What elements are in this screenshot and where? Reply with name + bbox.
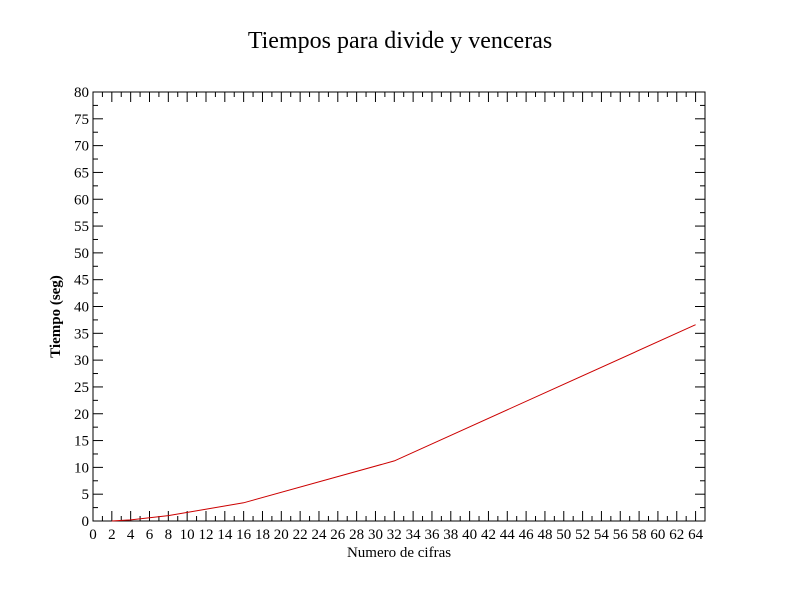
x-tick-label: 14 [217,527,233,543]
x-tick-label: 40 [462,527,477,543]
y-tick-label: 60 [74,192,89,208]
x-tick-label: 2 [108,527,116,543]
y-tick-label: 20 [74,407,89,423]
chart-title: Tiempos para divide y venceras [247,28,553,54]
x-tick-label: 20 [274,527,289,543]
x-tick-label: 4 [127,527,135,543]
y-tick-label: 15 [74,434,89,450]
y-tick-label: 65 [74,165,89,181]
y-tick-labels: 0 5 10 15 20 25 30 35 40 45 50 55 60 65 70 75 80 [74,85,89,530]
y-tick-label: 5 [82,487,90,503]
x-tick-label: 34 [406,527,422,543]
x-tick-label: 36 [424,527,440,543]
plot-frame [92,91,706,522]
x-tick-label: 0 [89,527,97,543]
y-tick-label: 10 [74,460,89,476]
x-tick-label: 44 [500,527,516,543]
x-tick-label: 46 [519,527,535,543]
x-tick-label: 42 [481,527,496,543]
x-tick-label: 16 [236,527,252,543]
y-tick-label: 35 [74,326,89,342]
x-tick-label: 56 [613,527,629,543]
x-tick-label: 12 [198,527,213,543]
x-tick-label: 6 [146,527,154,543]
y-tick-label: 50 [74,246,89,262]
y-tick-label: 75 [74,112,89,128]
x-tick-label: 30 [368,527,383,543]
x-tick-label: 8 [165,527,173,543]
y-tick-label: 70 [74,139,89,155]
axis-ticks [92,91,706,522]
x-tick-label: 26 [330,527,346,543]
y-tick-label: 45 [74,273,89,289]
x-tick-label: 48 [537,527,552,543]
y-tick-label: 0 [82,514,90,530]
x-tick-label: 32 [387,527,402,543]
x-tick-label: 54 [594,527,610,543]
x-tick-label: 62 [669,527,684,543]
x-tick-label: 22 [293,527,308,543]
x-tick-label: 28 [349,527,364,543]
x-tick-label: 18 [255,527,270,543]
y-tick-label: 30 [74,353,89,369]
x-tick-label: 64 [688,527,704,543]
x-axis-label: Numero de cifras [347,545,451,561]
x-tick-label: 24 [311,527,327,543]
series-group [111,324,696,522]
series-line [111,324,696,522]
x-tick-label: 50 [556,527,571,543]
x-tick-label: 38 [443,527,458,543]
x-tick-label: 58 [632,527,647,543]
x-tick-labels: 0 2 4 6 8 10 12 14 16 18 20 22 24 26 28 30 32 34 36 38 40 42 4… [89,527,703,543]
y-tick-label: 55 [74,219,89,235]
y-tick-label: 25 [74,380,89,396]
y-tick-label: 80 [74,85,89,101]
x-tick-label: 60 [650,527,665,543]
y-axis-label: Tiempo (seg) [48,275,64,358]
x-tick-label: 10 [180,527,195,543]
y-tick-label: 40 [74,300,89,316]
x-tick-label: 52 [575,527,590,543]
